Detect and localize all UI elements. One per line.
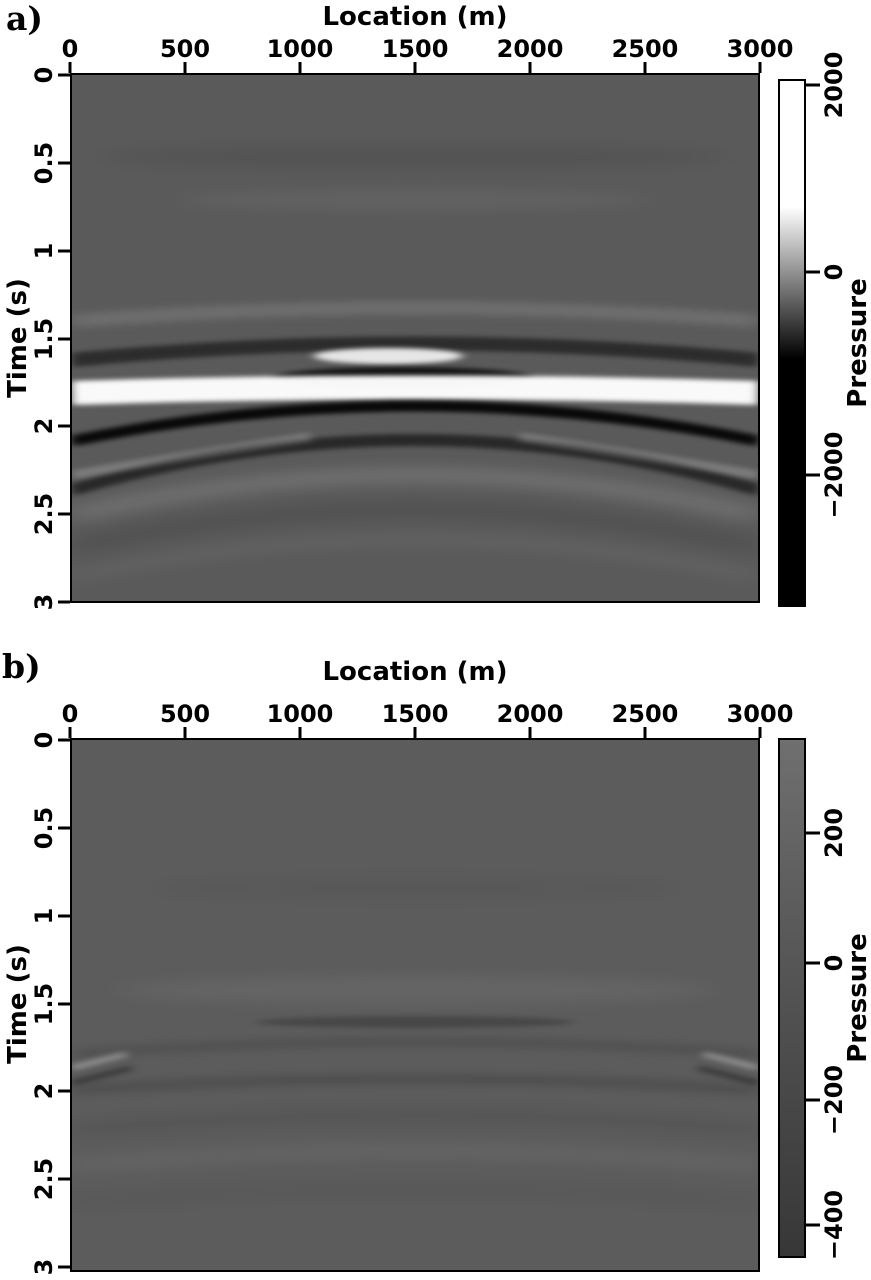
panel-b-plot-area — [70, 738, 760, 1272]
tick-label: 2 — [30, 1082, 58, 1100]
tick-label: 1500 — [381, 35, 449, 63]
tick-mark — [58, 73, 70, 77]
tick-label: 0 — [30, 66, 58, 84]
tick-mark — [806, 270, 820, 274]
tick-mark — [58, 738, 70, 742]
tick-label: 2 — [30, 417, 58, 435]
panel-a-x-axis-title: Location (m) — [322, 2, 508, 32]
tick-label: 1000 — [266, 700, 334, 728]
tick-mark — [58, 826, 70, 830]
panel-a-y-axis-title: Time (s) — [3, 278, 33, 398]
tick-mark — [528, 727, 532, 738]
panel-a-plot-area — [70, 73, 760, 603]
tick-mark — [528, 62, 532, 73]
tick-label: 2.5 — [30, 492, 58, 536]
tick-label: 1.5 — [30, 317, 58, 360]
tick-mark — [413, 727, 417, 738]
tick-mark — [58, 161, 70, 165]
tick-label: 1 — [30, 907, 58, 924]
panel-b-colorbar-title: Pressure — [843, 933, 871, 1063]
panel-a-colorbar-tick-marks — [806, 79, 820, 607]
tick-label: 2500 — [611, 700, 679, 728]
tick-mark — [58, 1177, 70, 1181]
tick-mark — [758, 62, 762, 73]
tick-mark — [58, 1002, 70, 1005]
tick-label: 3 — [30, 1258, 58, 1276]
panel-a-colorbar — [778, 79, 806, 607]
tick-label: 2.5 — [30, 1157, 58, 1201]
tick-label: 0 — [61, 35, 79, 63]
panel-b-wavefield-image — [72, 740, 758, 1270]
tick-label: 2500 — [611, 35, 679, 63]
tick-mark — [643, 62, 647, 73]
tick-label: 2000 — [496, 35, 564, 63]
tick-label: 500 — [159, 35, 211, 63]
tick-mark — [58, 600, 70, 604]
tick-mark — [806, 83, 820, 87]
tick-mark — [183, 62, 187, 73]
tick-mark — [183, 727, 187, 738]
tick-mark — [806, 1223, 820, 1227]
tick-label: 0 — [30, 731, 58, 749]
tick-mark — [58, 337, 70, 340]
panel-b-colorbar — [778, 738, 806, 1258]
tick-mark — [298, 727, 302, 738]
panel-a-y-tick-marks — [58, 73, 70, 604]
panel-b-colorbar-tick-marks — [806, 738, 820, 1258]
panel-a-y-tick-labels: 0 0.5 1 1.5 2 2.5 3 — [30, 67, 58, 611]
tick-mark — [806, 1098, 820, 1102]
tick-mark — [58, 914, 70, 918]
tick-label: 2000 — [820, 51, 848, 119]
tick-label: 1.5 — [30, 982, 58, 1025]
panel-b-x-tick-marks — [68, 727, 762, 738]
panel-b-y-tick-marks — [58, 738, 70, 1269]
tick-label: 1000 — [266, 35, 334, 63]
tick-label: 1500 — [381, 700, 449, 728]
tick-label: −200 — [820, 1064, 848, 1136]
panel-a-colorbar-title: Pressure — [843, 278, 871, 408]
panel-a-x-tick-labels: 0 500 1000 1500 2000 2500 3000 — [62, 35, 794, 63]
tick-mark — [58, 1265, 70, 1269]
tick-label: 3000 — [726, 700, 794, 728]
tick-label: 3000 — [726, 35, 794, 63]
tick-label: −400 — [820, 1190, 848, 1261]
tick-mark — [58, 249, 70, 253]
tick-mark — [643, 727, 647, 738]
tick-label: 500 — [159, 700, 211, 728]
panel-b-y-tick-labels: 0 0.5 1 1.5 2 2.5 3 — [30, 732, 58, 1276]
tick-mark — [298, 62, 302, 73]
tick-label: 0 — [61, 700, 79, 728]
tick-mark — [58, 512, 70, 516]
tick-mark — [806, 961, 820, 965]
tick-label: 0.5 — [30, 141, 58, 185]
panel-a-label: a) — [6, 0, 43, 38]
tick-mark — [68, 727, 72, 738]
tick-label: 200 — [820, 808, 848, 859]
panel-a-wavefield-image — [72, 75, 758, 601]
tick-mark — [758, 727, 762, 738]
panel-a-x-tick-marks — [68, 62, 762, 73]
tick-label: −2000 — [820, 431, 848, 519]
panel-b-label: b) — [2, 647, 41, 686]
panel-b-x-axis-title: Location (m) — [322, 657, 508, 687]
tick-mark — [413, 62, 417, 73]
tick-label: 0.5 — [30, 806, 58, 850]
panel-b-y-axis-title: Time (s) — [3, 944, 33, 1064]
tick-mark — [58, 424, 70, 428]
tick-mark — [58, 1089, 70, 1093]
tick-mark — [68, 62, 72, 73]
tick-mark — [806, 473, 820, 477]
tick-mark — [806, 831, 820, 835]
tick-label: 2000 — [496, 700, 564, 728]
tick-label: 1 — [30, 242, 58, 259]
panel-b-x-tick-labels: 0 500 1000 1500 2000 2500 3000 — [62, 700, 794, 728]
tick-label: 3 — [30, 593, 58, 611]
